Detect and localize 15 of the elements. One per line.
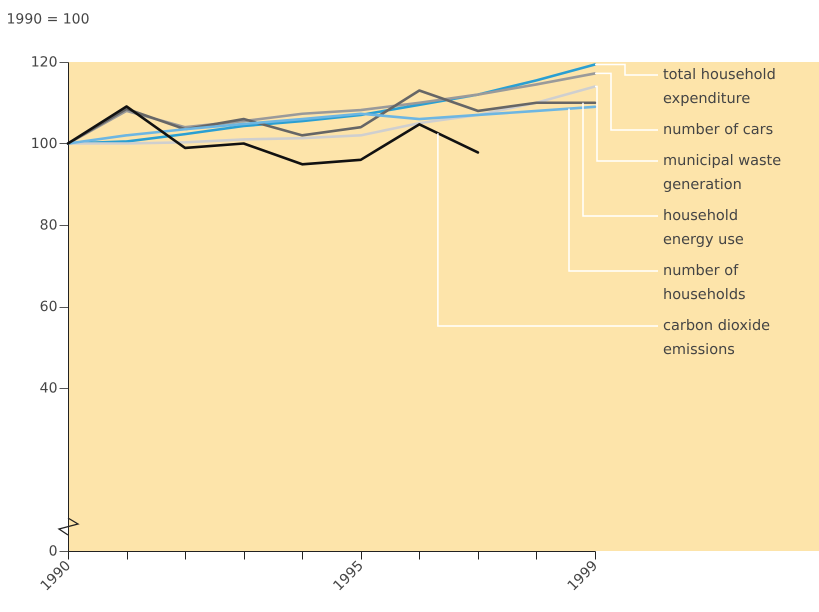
- y-tick-label: 40: [40, 380, 58, 396]
- text: number of households: [663, 263, 746, 303]
- text: number of cars: [663, 122, 774, 138]
- text: total household expenditure: [663, 67, 776, 107]
- line-series: [66, 106, 596, 145]
- y-tick-label: 80: [40, 218, 58, 234]
- y-tick-label: 60: [40, 299, 58, 315]
- text: carbon dioxide emissions: [663, 318, 770, 358]
- text: municipal waste generation: [663, 153, 782, 193]
- y-tick-label: 0: [48, 544, 58, 560]
- line-series: [66, 105, 480, 166]
- y-axis-title: 1990 = 100: [6, 12, 90, 28]
- y-tick-label: 120: [30, 54, 58, 70]
- text: household energy use: [663, 208, 744, 248]
- y-tick-label: 100: [30, 136, 58, 152]
